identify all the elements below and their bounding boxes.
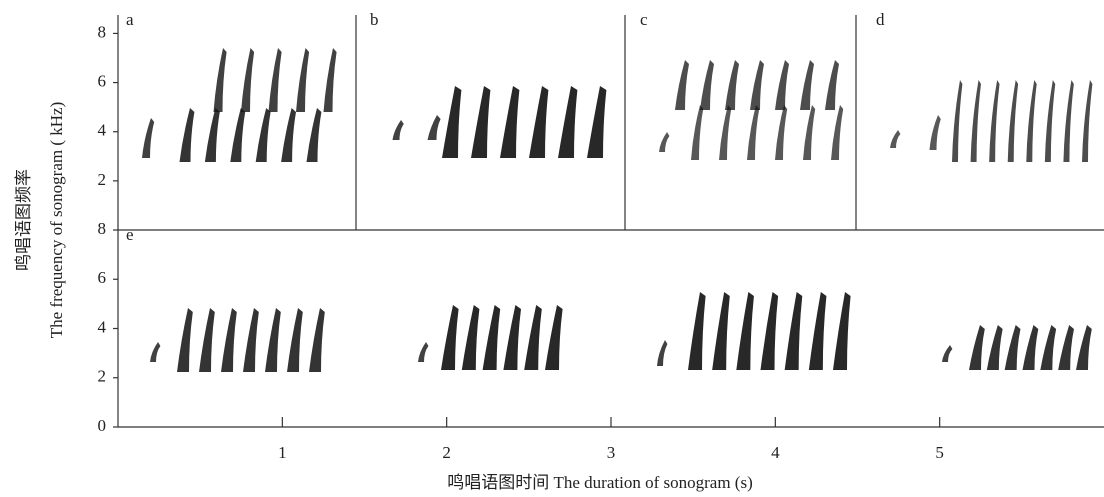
syllable (659, 132, 670, 152)
x-tick-label: 3 (607, 443, 616, 462)
x-tick-label: 5 (935, 443, 944, 462)
y-tick-label: 6 (98, 71, 107, 90)
syllable (503, 305, 521, 370)
syllable (243, 308, 259, 372)
syllable (1082, 80, 1093, 162)
syllable (760, 292, 779, 370)
syllable (255, 108, 271, 162)
syllable (461, 305, 480, 370)
syllable (750, 60, 764, 110)
syllable (1063, 80, 1074, 162)
panel-label: d (876, 10, 885, 29)
syllable (969, 325, 985, 370)
syllable (281, 108, 296, 162)
syllable (691, 105, 704, 160)
syllable (482, 305, 501, 370)
y-label: The frequency of sonogram ( kHz) (47, 102, 66, 339)
syllable (784, 292, 803, 370)
syllable (471, 86, 491, 158)
syllable (1022, 325, 1039, 370)
y-tick-label: 8 (98, 219, 107, 238)
syllable (1044, 80, 1056, 162)
syllable (719, 105, 732, 160)
panel-label: e (126, 225, 134, 244)
y-tick-label: 0 (98, 416, 107, 435)
y-tick-label: 4 (98, 121, 107, 140)
syllable (800, 60, 814, 110)
syllable (392, 120, 404, 140)
syllable (688, 292, 706, 370)
syllable (825, 60, 839, 110)
syllable (736, 292, 754, 370)
syllable (970, 80, 981, 162)
x-tick-label: 4 (771, 443, 780, 462)
syllable (747, 105, 760, 160)
syllable (558, 86, 578, 158)
syllable (323, 48, 337, 112)
syllable (989, 80, 1000, 162)
y-tick-label: 8 (98, 22, 107, 41)
syllable (803, 105, 816, 160)
syllable (441, 305, 459, 370)
y-label: 鸣唱语图频率 (14, 169, 33, 271)
syllable (1004, 325, 1021, 370)
syllable (287, 308, 303, 372)
syllable (177, 308, 193, 372)
syllable (831, 105, 844, 160)
syllable (265, 308, 281, 372)
y-tick-label: 6 (98, 268, 107, 287)
y-tick-label: 4 (98, 317, 107, 336)
x-label: 鸣唱语图时间 The duration of sonogram (s) (447, 473, 752, 492)
x-tick-label: 1 (278, 443, 287, 462)
syllable (675, 60, 689, 110)
syllable (1040, 325, 1057, 370)
y-tick-label: 2 (98, 367, 107, 386)
syllable (213, 48, 227, 112)
syllable (1026, 80, 1037, 162)
syllable (952, 80, 963, 162)
syllable (1076, 325, 1092, 370)
x-tick-label: 2 (442, 443, 451, 462)
syllable (230, 108, 246, 162)
panel-label: b (370, 10, 379, 29)
syllable (204, 108, 220, 162)
syllable (775, 105, 788, 160)
syllable (500, 86, 520, 158)
syllable (929, 115, 941, 150)
syllable (529, 86, 549, 158)
syllable (942, 345, 953, 362)
y-tick-label: 2 (98, 170, 107, 189)
syllable (1058, 325, 1074, 370)
syllable (725, 60, 739, 110)
syllable (150, 342, 161, 362)
syllable (427, 115, 441, 140)
syllable (657, 340, 668, 366)
syllable (545, 305, 563, 370)
syllable (700, 60, 714, 110)
syllable (142, 118, 155, 158)
syllable (890, 130, 901, 148)
syllable (268, 48, 282, 112)
syllable (1007, 80, 1019, 162)
syllable (442, 86, 462, 158)
syllable (309, 308, 325, 372)
syllable (296, 48, 310, 112)
syllable (241, 48, 255, 112)
syllable (808, 292, 827, 370)
panel-label: a (126, 10, 134, 29)
syllable (524, 305, 542, 370)
syllable (221, 308, 237, 372)
panel-label: c (640, 10, 648, 29)
syllable (306, 108, 322, 162)
syllable (986, 325, 1003, 370)
syllable (199, 308, 215, 372)
syllable (775, 60, 789, 110)
syllable (587, 86, 607, 158)
syllable (833, 292, 851, 370)
syllable (418, 342, 429, 362)
syllable (712, 292, 730, 370)
syllable (179, 108, 195, 162)
